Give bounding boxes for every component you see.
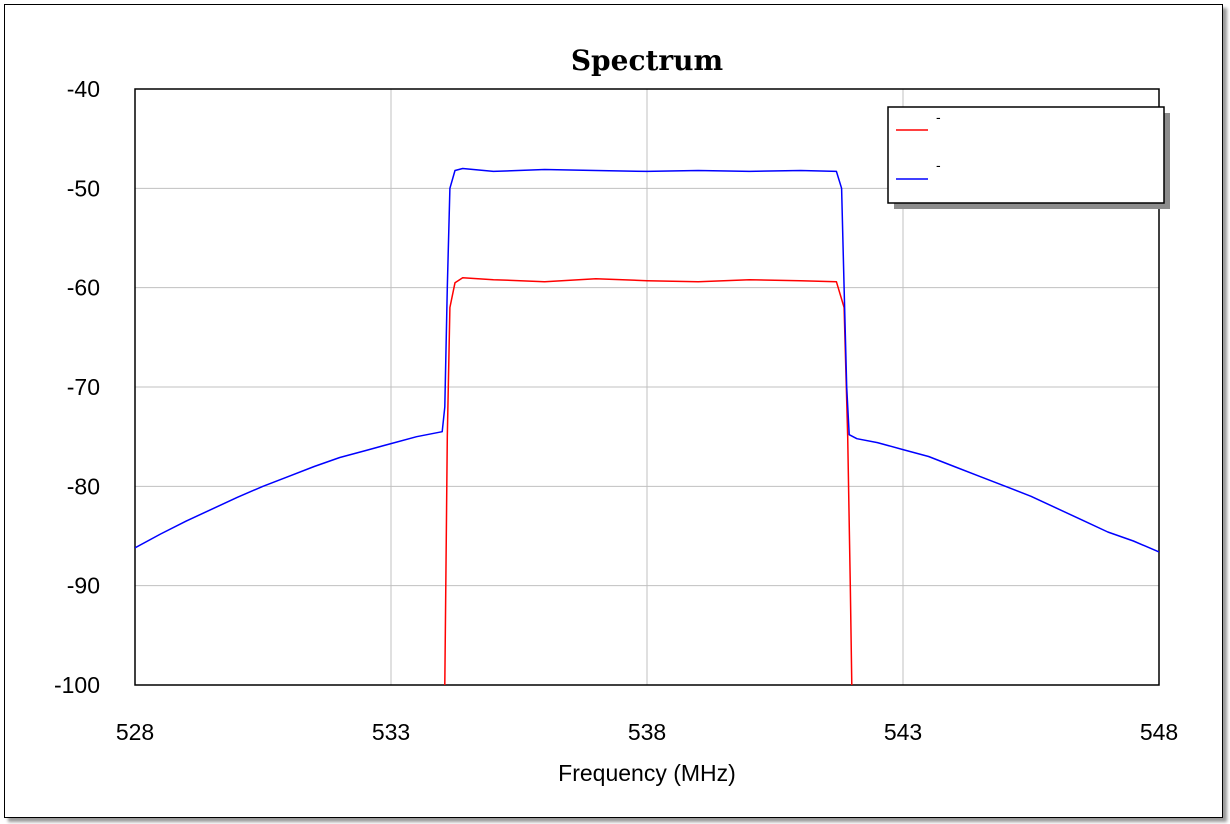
series-line-2	[135, 167, 1159, 553]
legend-label-1: -	[936, 109, 941, 125]
legend: - -	[887, 106, 1170, 209]
y-tick-label: -60	[67, 275, 100, 301]
x-tick-label: 533	[372, 719, 410, 745]
x-tick-labels: 528 533 538 543 548	[116, 719, 1178, 745]
series-line-1	[444, 276, 853, 685]
y-tick-label: -70	[67, 374, 100, 400]
y-tick-label: -50	[67, 175, 100, 201]
x-axis-label: Frequency (MHz)	[558, 760, 736, 786]
y-tick-label: -80	[67, 473, 100, 499]
y-tick-labels: -40 -50 -60 -70 -80 -90 -100	[54, 76, 100, 698]
x-tick-label: 528	[116, 719, 154, 745]
legend-box	[887, 106, 1165, 204]
x-tick-label: 538	[628, 719, 666, 745]
x-tick-label: 548	[1140, 719, 1178, 745]
plot-area-border	[134, 88, 1160, 686]
chart-title: Spectrum	[571, 44, 723, 77]
y-tick-label: -100	[54, 672, 100, 698]
series-lines	[135, 167, 1159, 685]
legend-label-2: -	[936, 157, 941, 173]
y-tick-label: -40	[67, 76, 100, 102]
y-tick-label: -90	[67, 573, 100, 599]
x-tick-label: 543	[884, 719, 922, 745]
